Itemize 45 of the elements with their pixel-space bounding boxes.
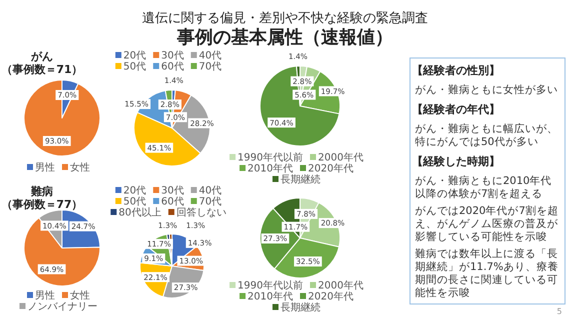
chart-subtitle: （事例数＝77）	[1, 198, 83, 211]
text: がん・難病ともに女性が多い	[415, 83, 558, 96]
legend-label: 30代	[161, 50, 184, 62]
legend-label: 20代	[123, 186, 146, 196]
legend-label: 長期継続	[280, 174, 320, 186]
text: 【経験した時期】	[412, 155, 500, 168]
legend-label: 女性	[70, 290, 90, 302]
legend-label: 2010年代	[248, 162, 293, 174]
legend-label: 70代	[198, 196, 222, 208]
legend-label: 2000年代	[318, 280, 364, 292]
pie-slice	[24, 80, 100, 156]
legend-label: 回答しない	[176, 206, 226, 218]
legend-label: 女性	[70, 162, 90, 174]
text: がん・難病ともに2010年代以降の体験が7割を超える	[415, 174, 552, 200]
text: 難病では数年以上に渡る「長期継続」が11.7%あり、療養期間の長さに関連している可能性を示唆	[415, 247, 558, 299]
legend-label: 男性	[35, 290, 55, 302]
legend-label: 20代	[123, 50, 146, 62]
legend-label: 2010年代	[248, 290, 293, 302]
text: 遺伝に関する偏見・差別や不快な経験の緊急調査	[142, 11, 428, 26]
chart-subtitle: （事例数＝71）	[1, 63, 83, 76]
legend-label: 40代	[198, 186, 222, 196]
legend-label: 2000年代	[318, 152, 364, 164]
legend-label: 30代	[161, 186, 184, 196]
legend-label: 長期継続	[280, 302, 320, 314]
chart-title: がん	[30, 50, 53, 63]
text: がん・難病ともに幅広いが、特にがんでは50代が多い	[415, 122, 558, 148]
legend-label: 50代	[123, 196, 146, 208]
legend-label: 80代以上	[118, 206, 162, 218]
chart-title: 難病	[30, 185, 53, 198]
legend-label: 40代	[198, 50, 222, 62]
text: 5	[556, 307, 562, 316]
text: 【経験者の年代】	[412, 103, 500, 116]
legend-label: 2020年代	[308, 290, 354, 302]
legend-label: 60代	[161, 62, 184, 72]
legend-label: 70代	[198, 62, 222, 72]
legend-label: 男性	[35, 162, 55, 174]
text: 事例の基本属性（速報値）	[176, 27, 393, 48]
legend-label: 1990年代以前	[238, 280, 303, 292]
legend-label: ノンバイナリー	[28, 302, 98, 312]
legend-label: 50代	[123, 62, 146, 72]
legend-label: 2020年代	[308, 162, 354, 174]
legend-label: 60代	[161, 196, 184, 208]
legend-label: 1990年代以前	[238, 152, 303, 164]
text: 【経験者の性別】	[412, 64, 500, 77]
text: がんでは2020年代が7割を超え、がんゲノム医療の普及が影響している可能性を示唆	[415, 204, 559, 243]
